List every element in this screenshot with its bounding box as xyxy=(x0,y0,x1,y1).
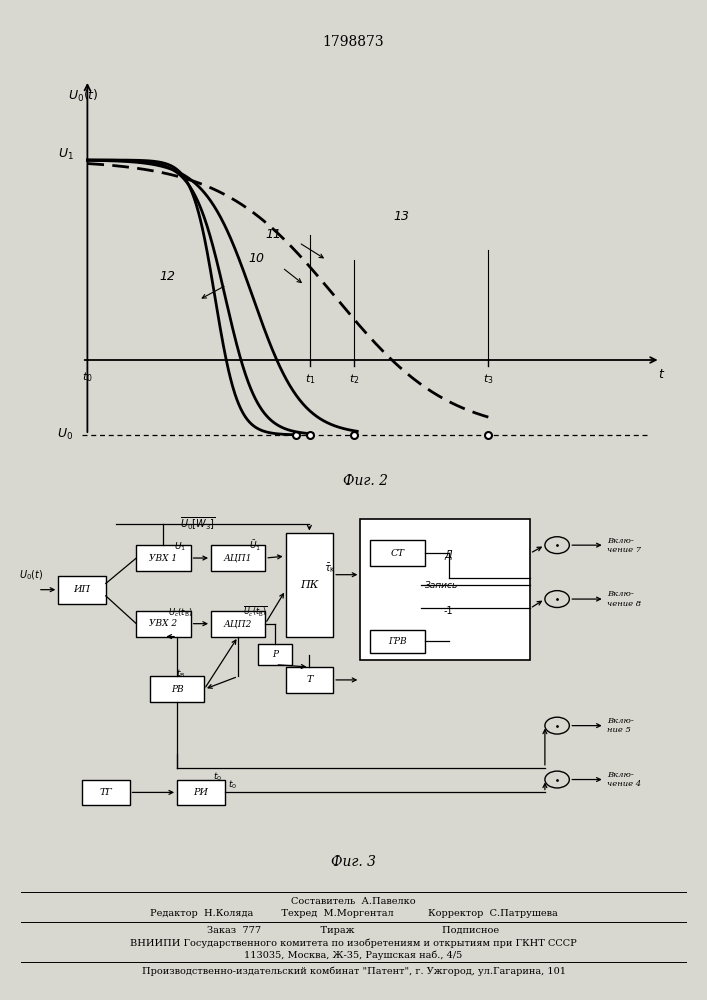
Text: 10: 10 xyxy=(249,252,264,265)
Text: $\overline{U_0[W_3]}$: $\overline{U_0[W_3]}$ xyxy=(180,516,215,532)
Text: ВНИИПИ Государственного комитета по изобретениям и открытиям при ГКНТ СССР: ВНИИПИ Государственного комитета по изоб… xyxy=(130,938,577,948)
Text: $t$: $t$ xyxy=(658,367,665,380)
FancyBboxPatch shape xyxy=(211,611,265,637)
Text: ИП: ИП xyxy=(74,585,90,594)
FancyBboxPatch shape xyxy=(370,630,425,653)
Text: $\bar{U}_1$: $\bar{U}_1$ xyxy=(249,539,261,553)
FancyBboxPatch shape xyxy=(136,545,191,571)
Text: АЦП1: АЦП1 xyxy=(224,554,252,563)
Text: $t_0$: $t_0$ xyxy=(228,779,237,791)
Text: 11: 11 xyxy=(265,228,281,240)
Text: 1798873: 1798873 xyxy=(322,35,385,49)
Text: $t_0$: $t_0$ xyxy=(82,370,93,384)
Text: Д: Д xyxy=(445,550,452,560)
FancyBboxPatch shape xyxy=(150,676,204,702)
Text: $U_0(t)$: $U_0(t)$ xyxy=(68,88,98,104)
Text: Производственно-издательский комбинат "Патент", г. Ужгород, ул.Гагарина, 101: Производственно-издательский комбинат "П… xyxy=(141,966,566,976)
Text: СТ: СТ xyxy=(390,549,404,558)
Text: Заказ  777                   Тираж                            Подписное: Заказ 777 Тираж Подписное xyxy=(207,926,500,935)
Text: $t_3$: $t_3$ xyxy=(483,372,493,386)
Text: Вклю-
чение 8: Вклю- чение 8 xyxy=(607,590,641,608)
FancyBboxPatch shape xyxy=(177,780,225,805)
Text: $U_0(t)$: $U_0(t)$ xyxy=(19,569,43,582)
Text: $\bar{\tau}_{\rm K}$: $\bar{\tau}_{\rm K}$ xyxy=(324,561,336,575)
Text: РВ: РВ xyxy=(170,685,183,694)
FancyBboxPatch shape xyxy=(259,644,293,665)
FancyBboxPatch shape xyxy=(58,576,106,604)
FancyBboxPatch shape xyxy=(211,545,265,571)
Text: 13: 13 xyxy=(393,210,409,223)
Text: $U_1$: $U_1$ xyxy=(175,541,187,553)
Text: УВХ 2: УВХ 2 xyxy=(149,619,177,628)
Text: Т: Т xyxy=(306,675,312,684)
Text: ТГ: ТГ xyxy=(99,788,112,797)
Text: $t_1$: $t_1$ xyxy=(305,372,315,386)
Text: Запись: Запись xyxy=(425,580,458,589)
Text: $t_2$: $t_2$ xyxy=(349,372,360,386)
Text: 113035, Москва, Ж-35, Раушская наб., 4/5: 113035, Москва, Ж-35, Раушская наб., 4/5 xyxy=(245,950,462,960)
Text: Редактор  Н.Коляда         Техред  М.Моргентал           Корректор  С.Патрушева: Редактор Н.Коляда Техред М.Моргентал Кор… xyxy=(150,909,557,918)
Text: Фиг. 3: Фиг. 3 xyxy=(331,855,376,869)
FancyBboxPatch shape xyxy=(136,611,191,637)
Text: ПК: ПК xyxy=(300,580,319,590)
Text: Вклю-
ние 5: Вклю- ние 5 xyxy=(607,717,633,734)
Text: РИ: РИ xyxy=(193,788,209,797)
FancyBboxPatch shape xyxy=(286,533,333,637)
FancyBboxPatch shape xyxy=(286,667,333,693)
FancyBboxPatch shape xyxy=(82,780,129,805)
Text: Вклю-
чение 4: Вклю- чение 4 xyxy=(607,771,641,788)
FancyBboxPatch shape xyxy=(370,540,425,566)
Text: УВХ 1: УВХ 1 xyxy=(149,554,177,563)
Text: АЦП2: АЦП2 xyxy=(224,619,252,628)
Text: $U_1$: $U_1$ xyxy=(57,146,74,162)
Text: Составитель  А.Павелко: Составитель А.Павелко xyxy=(291,897,416,906)
Text: ГРВ: ГРВ xyxy=(388,637,407,646)
Text: Р: Р xyxy=(272,650,279,659)
Text: Фиг. 2: Фиг. 2 xyxy=(343,474,388,488)
Text: $U_c(t_{\rm B})$: $U_c(t_{\rm B})$ xyxy=(168,606,193,619)
Text: $t_0$: $t_0$ xyxy=(214,771,222,783)
Text: 12: 12 xyxy=(160,270,176,283)
Text: Вклю-
чение 7: Вклю- чение 7 xyxy=(607,537,641,554)
FancyBboxPatch shape xyxy=(361,519,530,660)
Text: -1: -1 xyxy=(444,606,453,616)
Text: $U_0$: $U_0$ xyxy=(57,426,74,442)
Text: $t_{\rm B}$: $t_{\rm B}$ xyxy=(176,667,185,680)
Text: $\overline{U_c(t_{\rm B})}$: $\overline{U_c(t_{\rm B})}$ xyxy=(243,605,267,618)
